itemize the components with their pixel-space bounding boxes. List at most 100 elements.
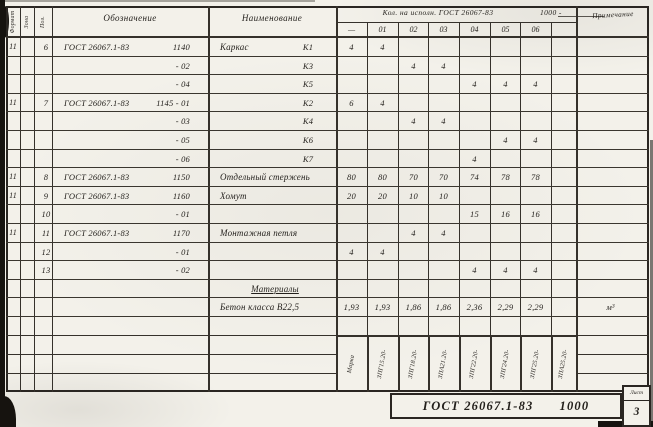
position-value: 12 [41,246,51,257]
scan-edge-right [650,140,653,427]
grid-line [6,372,336,374]
spec-row: 11 7 ГОСТ 26067.1-83 1145 - 01 К2 6 4 [6,94,649,113]
item-mark: К4 [302,116,314,127]
qty-value: 4 [411,116,416,127]
spec-row: - 05 К6 4 4 [6,131,649,150]
designation-number: - 06 [175,153,190,164]
designation-number: 1140 [172,42,190,52]
grid-line [20,6,21,392]
qty-value: 4 [533,265,538,276]
qty-value: 2,29 [527,302,544,313]
title-block-series: 1000 [559,398,590,413]
item-name: Монтажная петля [220,228,298,238]
position-value: 13 [41,265,51,276]
grid-line [398,22,400,392]
spec-row: 13 - 02 4 4 4 [6,261,649,280]
item-mark: К1 [302,42,314,52]
qty-value: 1,93 [374,302,391,313]
qty-value: 20 [347,190,356,201]
qty-value: 4 [441,116,446,127]
exec-col-header: 04 [470,25,479,34]
qty-value: 15 [470,209,479,220]
exec-col-header [551,22,576,38]
qty-value: 74 [470,172,479,183]
grid-line [520,335,522,392]
exec-col-header: 03 [439,25,448,34]
qty-value: 4 [533,135,538,145]
grid-line [367,335,369,392]
qty-value: 78 [531,172,540,183]
sheet-number-box: Лист 3 [622,385,651,427]
designation-number: 1160 [172,190,190,201]
spec-row: Бетон класса В22,5 1,93 1,93 1,86 1,86 2… [6,298,649,317]
format-value: 11 [9,97,17,107]
grid-line [576,6,578,392]
qty-value: 10 [409,190,418,201]
grid-line [398,335,400,392]
grid-line [558,16,604,18]
note-value: м³ [606,302,615,313]
spec-row: - 04 К5 4 4 4 [6,75,649,94]
grid-line [208,6,210,392]
sheet-label: Лист [624,387,649,401]
spec-row: - 06 К7 4 [6,150,649,169]
grid-line [551,335,553,392]
exec-col-header: 05 [501,25,510,34]
grid-line [6,354,336,356]
grid-line [428,22,430,392]
designation-number: - 02 [175,265,190,276]
designation-number: - 03 [175,116,190,127]
scan-edge-top [5,0,315,2]
qty-value: 2,36 [466,302,483,313]
qty-value: 2,29 [497,302,514,313]
qty-value: 10 [439,190,448,201]
designation-number: - 01 [175,209,190,220]
qty-value: 4 [349,246,354,257]
grid-line [6,36,649,39]
section-title: Материалы [251,283,299,294]
qty-value: 4 [380,42,385,52]
qty-value: 4 [441,228,446,238]
item-name: Бетон класса В22,5 [220,302,300,313]
spec-row: - 03 К4 4 4 [6,112,649,131]
format-value: 11 [9,42,17,51]
designation-number: 1145 - 01 [156,97,190,108]
qty-group-header: Кол. на исполн. ГОСТ 26067-83 [382,8,494,17]
designation-number: - 02 [175,60,190,71]
qty-value: 70 [439,172,448,183]
scan-blob-topleft [0,6,9,38]
qty-value: 4 [472,153,477,164]
item-mark: К2 [302,97,314,108]
position-value: 8 [43,172,49,183]
item-name: Каркас [220,42,249,52]
grid-line [520,22,522,392]
grid-line [336,6,338,392]
grid-line [367,22,369,392]
column-header-designation: Обозначение [103,13,157,23]
qty-series-header: 1000 - [540,8,562,17]
grid-line [459,335,461,392]
qty-value: 4 [441,60,446,71]
qty-value: 78 [501,172,510,183]
designation-gost: ГОСТ 26067.1-83 [64,172,130,183]
exec-col-header: 02 [409,25,418,34]
qty-value: 4 [380,246,385,257]
spec-row: 11 8 ГОСТ 26067.1-83 1150 Отдельный стер… [6,168,649,187]
sheet-number: 3 [633,406,640,418]
qty-value: 4 [411,60,416,71]
qty-value: 4 [533,79,538,90]
qty-value: 4 [380,97,385,108]
grid-line [336,335,577,337]
grid-line [459,22,461,392]
title-block-document: ГОСТ 26067.1-83 [422,398,534,413]
designation-gost: ГОСТ 26067.1-83 [64,97,130,108]
position-value: 11 [41,228,51,238]
item-mark: К5 [302,79,314,90]
position-value: 9 [43,190,49,201]
position-value: 7 [43,97,49,108]
spec-row: 12 - 01 4 4 [6,243,649,262]
qty-value: 4 [472,265,477,276]
exec-col-header: 01 [378,25,387,34]
grid-line [576,354,649,356]
